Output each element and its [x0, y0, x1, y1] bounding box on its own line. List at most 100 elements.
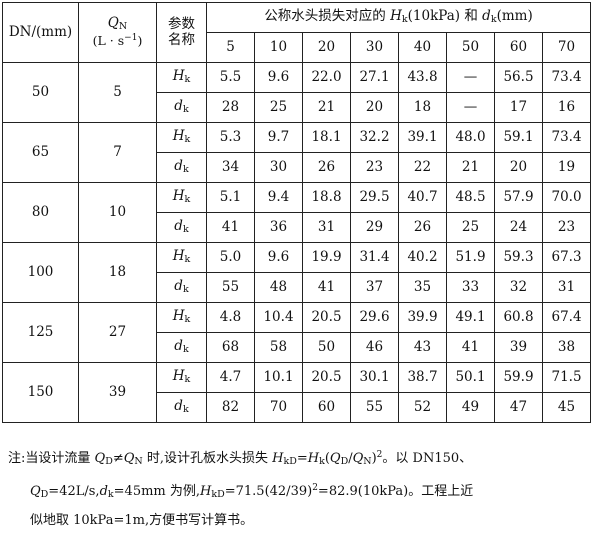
- header-loss-title: 公称水头损失对应的 Hk(10kPa) 和 dk(mm): [205, 2, 592, 33]
- param-hk: Hk: [156, 182, 207, 213]
- table-cell: 20: [350, 92, 399, 123]
- table-cell: 5.5: [206, 62, 255, 93]
- param-symbol: H: [172, 308, 185, 325]
- table-row: dk 82 70 60 55 52 49 47 45: [3, 392, 592, 423]
- param-dk: dk: [156, 152, 207, 183]
- table-cell: 57.9: [494, 182, 543, 213]
- table-cell: 38: [541, 332, 592, 363]
- table-cell: 56.5: [494, 62, 543, 93]
- loss-column-header-row: 5 10 20 30 40 50 60 70: [3, 32, 592, 63]
- table-body: 50 5 Hk 5.5 9.6 22.0 27.1 43.8—56.5 73.4 dk 28 25 21…: [2, 62, 592, 423]
- table-cell: 20: [494, 152, 543, 183]
- param-subscript: k: [182, 284, 189, 296]
- table-cell: 30.1: [350, 362, 399, 393]
- table-cell: 32: [494, 272, 543, 303]
- table-row: 100 18 Hk 5.0 9.6 19.9 31.4 40.2 51.9 59.3 67.3: [2, 242, 592, 303]
- flow-value: 7: [78, 122, 157, 183]
- table-cell: 18: [398, 92, 447, 123]
- table-cell: 55: [206, 272, 255, 303]
- loss-column-40: 40: [398, 32, 447, 63]
- param-label-1: 参数: [168, 15, 195, 32]
- table-cell: 68: [206, 332, 255, 363]
- table-cell: 41: [446, 332, 495, 363]
- loss-column-60: 60: [494, 32, 543, 63]
- param-symbol: d: [174, 158, 183, 175]
- table-cell: 45: [541, 392, 592, 423]
- table-cell: 39.9: [398, 302, 447, 333]
- table-cell: 23: [541, 212, 592, 243]
- table-cell: 20.5: [302, 362, 351, 393]
- param-symbol: d: [174, 398, 183, 415]
- table-cell: 70.0: [541, 182, 592, 213]
- param-dk: dk: [156, 332, 207, 363]
- loss-title-h-sub: k: [401, 14, 408, 26]
- table-cell: 55: [350, 392, 399, 423]
- loss-column-70: 70: [541, 32, 592, 63]
- dn-value: 100: [2, 242, 79, 303]
- loss-title-text: 公称水头损失对应的: [264, 8, 391, 25]
- table-cell: 29: [350, 212, 399, 243]
- param-dk: dk: [156, 392, 207, 423]
- table-cell: 31: [541, 272, 592, 303]
- table-cell: 39: [494, 332, 543, 363]
- param-symbol: H: [172, 248, 185, 265]
- table-cell: 71.5: [541, 362, 592, 393]
- flow-value: 5: [78, 62, 157, 123]
- table-cell: 5.3: [206, 122, 255, 153]
- table-cell: 60.8: [494, 302, 543, 333]
- param-hk: Hk: [156, 122, 207, 153]
- header-param: 参数 名称: [156, 2, 207, 63]
- table-cell: 60: [302, 392, 351, 423]
- table-note: 注:当设计流量 QD≠QN 时,设计孔板水头损失 HkD=Hk(QD/QN)2。…: [8, 442, 590, 534]
- param-subscript: k: [182, 164, 189, 176]
- table-cell: 21: [302, 92, 351, 123]
- param-subscript: k: [184, 374, 191, 386]
- table-cell: 59.9: [494, 362, 543, 393]
- loss-column-5: 5: [206, 32, 255, 63]
- param-symbol: d: [174, 98, 183, 115]
- table-row: dk 28 25 21 20 18—17 16: [3, 92, 592, 123]
- table-cell: 59.3: [494, 242, 543, 273]
- table-cell: 31.4: [350, 242, 399, 273]
- table-cell: 18.8: [302, 182, 351, 213]
- param-subscript: k: [182, 344, 189, 356]
- loss-title-d-sub: k: [490, 14, 497, 26]
- table-cell: 73.4: [541, 62, 592, 93]
- dn-value: 150: [2, 362, 79, 423]
- table-cell: 25: [446, 212, 495, 243]
- table-cell: 33: [446, 272, 495, 303]
- table-cell: 9.4: [254, 182, 303, 213]
- note-line-2: QD=42L/s,dk=45mm 为例,HkD=71.5(42/39)2=82.…: [30, 483, 474, 500]
- table-cell: 28: [206, 92, 255, 123]
- param-hk: Hk: [156, 362, 207, 393]
- table-row: 50 5 Hk 5.5 9.6 22.0 27.1 43.8—56.5 73.4: [2, 62, 592, 123]
- table-cell: 18.1: [302, 122, 351, 153]
- loss-column-20: 20: [302, 32, 351, 63]
- table-cell: 51.9: [446, 242, 495, 273]
- table-cell: 22.0: [302, 62, 351, 93]
- param-subscript: k: [182, 104, 189, 116]
- table-cell: 5.1: [206, 182, 255, 213]
- table-cell: 43.8: [398, 62, 447, 93]
- table-cell: 26: [302, 152, 351, 183]
- table-cell: 9.7: [254, 122, 303, 153]
- table-row: 150 39 Hk 4.7 10.1 20.5 30.1 38.7 50.1 59.9 71.5: [2, 362, 592, 423]
- table-cell: 46: [350, 332, 399, 363]
- flow-value: 10: [78, 182, 157, 243]
- table-cell: 40.2: [398, 242, 447, 273]
- flow-value: 18: [78, 242, 157, 303]
- table-cell: 10.4: [254, 302, 303, 333]
- loss-column-50: 50: [446, 32, 495, 63]
- flow-unit: (L · s: [92, 33, 125, 49]
- param-label-2: 名称: [168, 31, 195, 48]
- flow-unit-exponent: −1: [124, 33, 138, 44]
- param-subscript: k: [184, 314, 191, 326]
- table-cell: 41: [302, 272, 351, 303]
- table-cell: 24: [494, 212, 543, 243]
- loss-column-10: 10: [254, 32, 303, 63]
- table-cell: 10.1: [254, 362, 303, 393]
- table-cell: 29.5: [350, 182, 399, 213]
- table-cell: 67.3: [541, 242, 592, 273]
- table-row: dk 68 58 50 46 43 41 39 38: [3, 332, 592, 363]
- param-hk: Hk: [156, 242, 207, 273]
